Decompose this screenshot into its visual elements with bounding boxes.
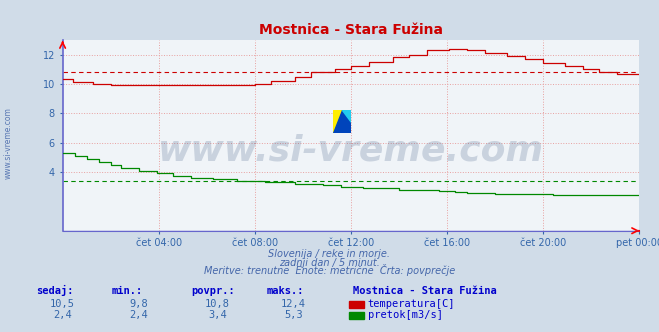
Text: 2,4: 2,4 — [129, 310, 148, 320]
Text: 2,4: 2,4 — [53, 310, 72, 320]
Text: Slovenija / reke in morje.: Slovenija / reke in morje. — [268, 249, 391, 259]
Text: 5,3: 5,3 — [284, 310, 302, 320]
Text: min.:: min.: — [112, 286, 143, 296]
Text: Meritve: trenutne  Enote: metrične  Črta: povprečje: Meritve: trenutne Enote: metrične Črta: … — [204, 264, 455, 276]
Polygon shape — [333, 110, 351, 133]
Text: Mostnica - Stara Fužina: Mostnica - Stara Fužina — [353, 286, 496, 296]
Text: pretok[m3/s]: pretok[m3/s] — [368, 310, 443, 320]
Polygon shape — [333, 110, 342, 133]
Text: temperatura[C]: temperatura[C] — [368, 299, 455, 309]
Text: povpr.:: povpr.: — [191, 286, 235, 296]
Text: maks.:: maks.: — [267, 286, 304, 296]
Polygon shape — [342, 110, 351, 123]
Text: www.si-vreme.com: www.si-vreme.com — [158, 133, 544, 168]
Text: 10,5: 10,5 — [50, 299, 75, 309]
Text: 12,4: 12,4 — [281, 299, 306, 309]
Title: Mostnica - Stara Fužina: Mostnica - Stara Fužina — [259, 23, 443, 37]
Text: www.si-vreme.com: www.si-vreme.com — [3, 107, 13, 179]
Text: sedaj:: sedaj: — [36, 285, 74, 296]
Text: zadnji dan / 5 minut.: zadnji dan / 5 minut. — [279, 258, 380, 268]
Text: 10,8: 10,8 — [205, 299, 230, 309]
Text: 9,8: 9,8 — [129, 299, 148, 309]
Text: 3,4: 3,4 — [208, 310, 227, 320]
